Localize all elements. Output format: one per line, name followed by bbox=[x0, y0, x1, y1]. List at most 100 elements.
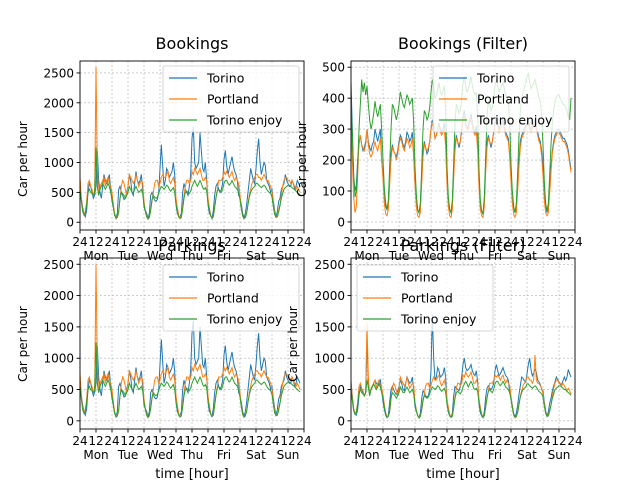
x-tick-label: 12 bbox=[280, 235, 295, 249]
x-tick-label: 24 bbox=[439, 434, 454, 448]
x-tick-label: 12 bbox=[216, 434, 231, 448]
legend-label: Torino bbox=[400, 270, 438, 285]
legend: Torino Portland Torino enjoy bbox=[356, 264, 494, 332]
x-tick-label: 24 bbox=[567, 235, 582, 249]
x-tick-label: 24 bbox=[104, 434, 119, 448]
y-tick-label: 1500 bbox=[43, 126, 74, 140]
x-tick-label: 24 bbox=[136, 235, 151, 249]
y-tick-label: 2500 bbox=[43, 66, 74, 80]
series-line-torino-enjoy bbox=[80, 342, 301, 419]
day-label: Sat bbox=[517, 448, 537, 462]
y-tick-label: 1500 bbox=[43, 320, 74, 334]
chart-title: Bookings bbox=[156, 34, 229, 53]
x-tick-label: 24 bbox=[407, 235, 422, 249]
x-tick-label: 24 bbox=[232, 235, 247, 249]
day-label: Fri bbox=[488, 249, 502, 263]
x-tick-label: 24 bbox=[72, 235, 87, 249]
day-label: Thu bbox=[451, 249, 475, 263]
x-tick-label: 24 bbox=[375, 235, 390, 249]
day-label: Wed bbox=[147, 249, 173, 263]
x-tick-label: 12 bbox=[487, 434, 502, 448]
legend-label: Torino bbox=[476, 71, 514, 86]
day-label: Fri bbox=[217, 249, 231, 263]
x-tick-label: 24 bbox=[439, 235, 454, 249]
x-tick-label: 12 bbox=[519, 235, 534, 249]
chart-title: Parkings bbox=[158, 236, 226, 255]
day-label: Sun bbox=[548, 448, 571, 462]
chart-panel-parkings: Parkings Car per hour time [hour] 0 500 10… bbox=[16, 236, 312, 480]
legend: Torino Portland Torino enjoy bbox=[162, 264, 300, 332]
chart-panel-bookings-filter: Bookings (Filter) Car per hour 0 100 200 30… bbox=[295, 34, 583, 263]
series-line-torino bbox=[80, 126, 301, 221]
y-tick-label: 2000 bbox=[314, 289, 345, 303]
chart-panel-parkings-filter: Parkings (Filter) Car per hour time [hou… bbox=[286, 236, 583, 480]
legend-label: Torino enjoy bbox=[206, 113, 283, 128]
x-tick-label: 12 bbox=[184, 434, 199, 448]
legend-label: Torino enjoy bbox=[400, 312, 477, 327]
y-tick-label: 300 bbox=[322, 123, 345, 137]
x-tick-label: 12 bbox=[551, 235, 566, 249]
x-tick-label: 12 bbox=[423, 235, 438, 249]
x-tick-label: 12 bbox=[487, 235, 502, 249]
x-tick-label: 24 bbox=[343, 235, 358, 249]
x-tick-label: 24 bbox=[232, 434, 247, 448]
y-tick-label: 2000 bbox=[43, 96, 74, 110]
x-tick-label: 24 bbox=[200, 434, 215, 448]
y-tick-label: 500 bbox=[51, 186, 74, 200]
legend-box bbox=[162, 65, 300, 133]
x-tick-label: 24 bbox=[375, 434, 390, 448]
x-tick-label: 24 bbox=[264, 434, 279, 448]
y-tick-label: 400 bbox=[322, 92, 345, 106]
y-tick-label: 100 bbox=[322, 185, 345, 199]
day-label: Tue bbox=[117, 249, 139, 263]
y-axis-label: Car per hour bbox=[286, 306, 300, 382]
day-label: Sat bbox=[517, 249, 537, 263]
day-label: Tue bbox=[388, 448, 410, 462]
x-tick-label: 12 bbox=[359, 434, 374, 448]
y-axis-label: Car per hour bbox=[16, 121, 30, 197]
x-tick-label: 24 bbox=[104, 235, 119, 249]
x-tick-label: 24 bbox=[72, 434, 87, 448]
x-tick-label: 24 bbox=[343, 434, 358, 448]
day-label: Fri bbox=[488, 448, 502, 462]
x-tick-label: 12 bbox=[248, 235, 263, 249]
chart-title: Bookings (Filter) bbox=[398, 34, 528, 53]
x-tick-label: 24 bbox=[471, 434, 486, 448]
x-tick-label: 12 bbox=[280, 434, 295, 448]
x-tick-label: 24 bbox=[471, 235, 486, 249]
y-axis-label: Car per hour bbox=[16, 306, 30, 382]
day-label: Thu bbox=[180, 249, 204, 263]
x-tick-label: 24 bbox=[200, 235, 215, 249]
x-tick-label: 24 bbox=[503, 235, 518, 249]
x-tick-label: 12 bbox=[391, 235, 406, 249]
x-tick-label: 12 bbox=[248, 434, 263, 448]
x-tick-label: 24 bbox=[296, 235, 311, 249]
day-label: Mon bbox=[83, 249, 108, 263]
legend-label: Portland bbox=[477, 92, 529, 107]
x-tick-label: 12 bbox=[152, 235, 167, 249]
y-tick-label: 2000 bbox=[43, 289, 74, 303]
day-label: Tue bbox=[117, 448, 139, 462]
y-tick-label: 1500 bbox=[314, 320, 345, 334]
x-tick-label: 12 bbox=[120, 434, 135, 448]
y-tick-label: 500 bbox=[322, 383, 345, 397]
x-tick-label: 12 bbox=[551, 434, 566, 448]
series-line-torino-enjoy bbox=[351, 380, 572, 419]
x-tick-label: 24 bbox=[567, 434, 582, 448]
x-tick-label: 24 bbox=[168, 434, 183, 448]
legend-label: Portland bbox=[207, 92, 259, 107]
day-label: Mon bbox=[83, 448, 108, 462]
day-label: Sat bbox=[246, 249, 266, 263]
legend-box bbox=[356, 264, 494, 332]
x-axis-label: time [hour] bbox=[155, 467, 228, 480]
y-tick-label: 2500 bbox=[314, 258, 345, 272]
day-label: Sun bbox=[548, 249, 571, 263]
x-tick-label: 12 bbox=[216, 235, 231, 249]
x-tick-label: 12 bbox=[120, 235, 135, 249]
y-tick-label: 500 bbox=[322, 61, 345, 75]
x-tick-label: 24 bbox=[296, 434, 311, 448]
y-tick-label: 0 bbox=[337, 215, 345, 229]
legend-box bbox=[432, 65, 570, 133]
y-tick-label: 0 bbox=[337, 414, 345, 428]
